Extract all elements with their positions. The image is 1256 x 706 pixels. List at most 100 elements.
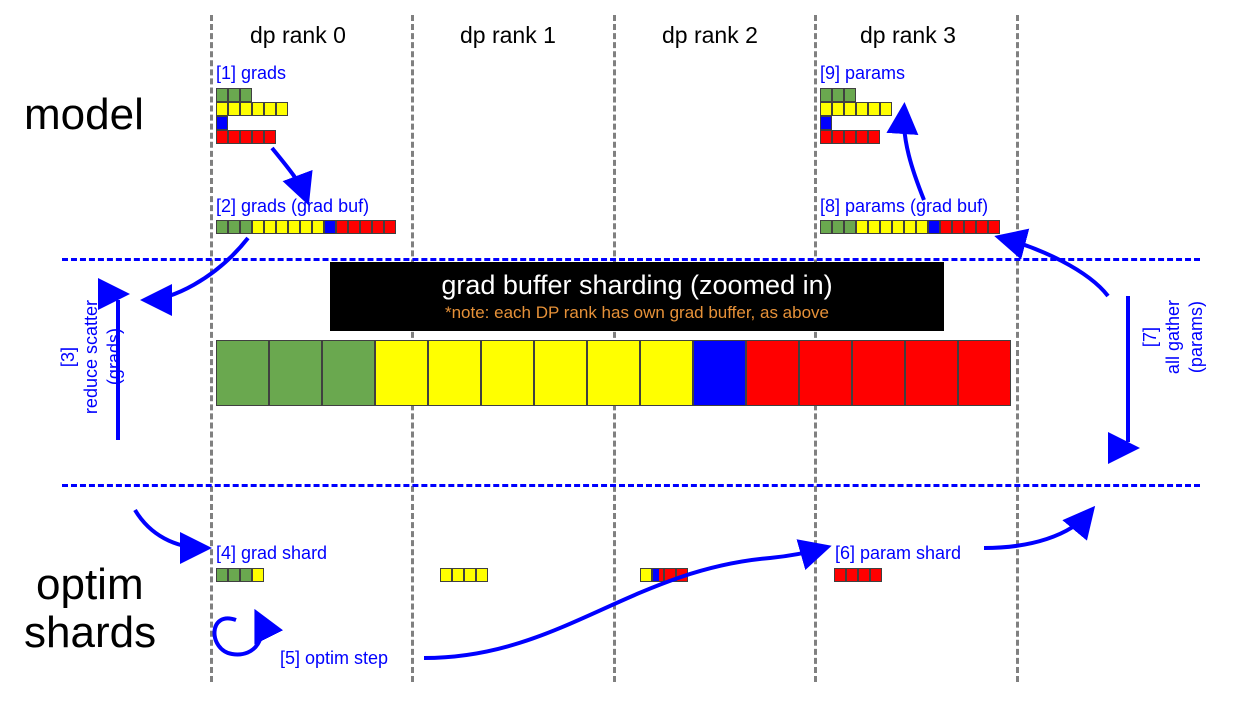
tensor-cell — [216, 116, 228, 130]
buffer-cell — [852, 340, 905, 406]
tensor-cell — [916, 220, 928, 234]
shard-cell — [640, 568, 652, 582]
tensor-cell — [856, 130, 868, 144]
tensor-cell — [880, 220, 892, 234]
section-label-optim: optim — [36, 560, 144, 610]
tensor-cell — [228, 102, 240, 116]
shard-cell — [858, 568, 870, 582]
tensor-cell — [228, 88, 240, 102]
tensor-cell — [844, 220, 856, 234]
tensor-cell — [276, 220, 288, 234]
tensor-cell — [976, 220, 988, 234]
tensor-cell — [940, 220, 952, 234]
tensor-cell — [856, 220, 868, 234]
arrow-a5_lp — [214, 616, 261, 654]
buffer-cell — [322, 340, 375, 406]
shard-cell — [664, 568, 676, 582]
tensor-cell — [384, 220, 396, 234]
tensor-cell — [276, 102, 288, 116]
buffer-cell — [799, 340, 852, 406]
tensor-cell — [868, 130, 880, 144]
step-5-label: [5] optim step — [280, 648, 388, 669]
buffer-cell — [746, 340, 799, 406]
tensor-cell — [820, 102, 832, 116]
grad-shard-rank0 — [216, 568, 264, 582]
section-divider — [62, 258, 1200, 261]
tensor-cell — [288, 220, 300, 234]
tensor-cell — [264, 130, 276, 144]
tensor-cell — [952, 220, 964, 234]
shard-cell — [228, 568, 240, 582]
shard-cell — [870, 568, 882, 582]
shard-cell — [676, 568, 688, 582]
tensor-cell — [348, 220, 360, 234]
tensor-cell — [868, 220, 880, 234]
grad-shard-rank1 — [440, 568, 488, 582]
tensor-cell — [300, 220, 312, 234]
grad-buffer-zoomed — [216, 340, 1011, 406]
step-3-label: [3] reduce scatter (grads) — [58, 300, 125, 414]
step-9-label: [9] params — [820, 63, 905, 84]
section-divider — [62, 484, 1200, 487]
tensor-cell — [216, 130, 228, 144]
shard-cell — [452, 568, 464, 582]
tensor-cell — [832, 88, 844, 102]
shard-cell — [476, 568, 488, 582]
step-6-label: [6] param shard — [835, 543, 961, 564]
tensor-cell — [360, 220, 372, 234]
tensor-cell — [868, 102, 880, 116]
grads-tensor-rows — [216, 88, 288, 144]
tensor-cell — [216, 220, 228, 234]
tensor-cell — [964, 220, 976, 234]
tensor-cell — [892, 220, 904, 234]
arrow-a8_9 — [904, 110, 924, 200]
tensor-cell — [820, 116, 832, 130]
buffer-cell — [693, 340, 746, 406]
arrow-a6_7 — [984, 512, 1090, 548]
step-8-label: [8] params (grad buf) — [820, 196, 988, 217]
tensor-cell — [240, 220, 252, 234]
section-label-shards: shards — [24, 608, 156, 658]
grad-buffer-left — [216, 220, 396, 234]
buffer-cell — [958, 340, 1011, 406]
arrow-a1_2 — [272, 148, 306, 198]
arrow-a3_4 — [135, 510, 204, 548]
buffer-cell — [269, 340, 322, 406]
tensor-cell — [264, 102, 276, 116]
tensor-cell — [336, 220, 348, 234]
tensor-cell — [820, 130, 832, 144]
col-divider — [210, 15, 213, 682]
arrow-a5_6 — [424, 548, 824, 658]
tensor-cell — [844, 88, 856, 102]
shard-cell — [834, 568, 846, 582]
section-label-model: model — [24, 90, 144, 140]
tensor-cell — [240, 102, 252, 116]
shard-cell — [216, 568, 228, 582]
tensor-cell — [988, 220, 1000, 234]
tensor-cell — [844, 102, 856, 116]
tensor-cell — [832, 102, 844, 116]
shard-cell — [652, 568, 664, 582]
tensor-cell — [928, 220, 940, 234]
tensor-cell — [228, 220, 240, 234]
grad-buffer-right — [820, 220, 1000, 234]
step-7-label: [7] all gather (params) — [1140, 300, 1207, 374]
step-1-label: [1] grads — [216, 63, 286, 84]
grad-shard-rank2 — [640, 568, 688, 582]
tensor-cell — [264, 220, 276, 234]
tensor-cell — [216, 88, 228, 102]
tensor-cell — [216, 102, 228, 116]
tensor-cell — [252, 102, 264, 116]
col-header: dp rank 2 — [662, 22, 758, 49]
tensor-cell — [228, 130, 240, 144]
buffer-cell — [640, 340, 693, 406]
buffer-cell — [905, 340, 958, 406]
shard-cell — [464, 568, 476, 582]
banner-title: grad buffer sharding (zoomed in) — [441, 270, 832, 301]
param-shard-rank3 — [834, 568, 882, 582]
col-header: dp rank 1 — [460, 22, 556, 49]
shard-cell — [846, 568, 858, 582]
tensor-cell — [820, 220, 832, 234]
step-4-label: [4] grad shard — [216, 543, 327, 564]
arrow-a2_3 — [148, 238, 248, 300]
